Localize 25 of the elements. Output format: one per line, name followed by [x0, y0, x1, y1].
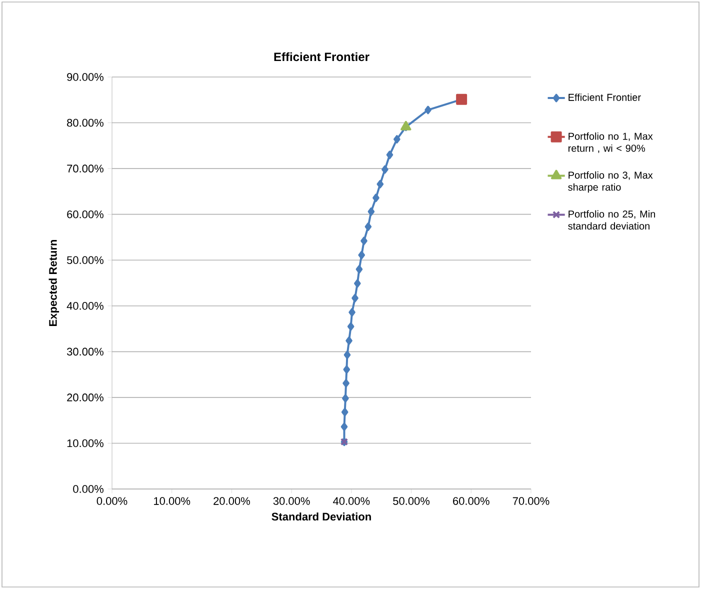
- x-tick-label: 60.00%: [453, 497, 490, 505]
- x-tick-label: 70.00%: [512, 497, 550, 505]
- legend-label: Portfolio no 3, Max sharpe ratio: [568, 171, 653, 193]
- legend-label: Efficient Frontier: [568, 94, 641, 101]
- y-tick-label: 10.00%: [67, 439, 104, 448]
- x-tick-label: 20.00%: [214, 497, 250, 505]
- y-tick-label: 80.00%: [67, 118, 104, 127]
- y-tick-label: 40.00%: [66, 302, 104, 310]
- y-tick-label: 30.00%: [66, 348, 104, 356]
- x-tick-label: 10.00%: [154, 497, 190, 505]
- legend-label: Portfolio no 25, Min standard deviation: [568, 210, 655, 230]
- x-axis-title: Standard Deviation: [272, 512, 371, 521]
- y-tick-label: 20.00%: [67, 394, 104, 402]
- x-tick-label: 50.00%: [393, 497, 430, 505]
- y-tick-label: 60.00%: [67, 210, 104, 218]
- x-tick-label: 40.00%: [333, 497, 370, 505]
- y-axis-title: Expected Return: [48, 240, 60, 326]
- legend-label: Portfolio no 1, Max return , wi < 90%: [568, 132, 653, 153]
- y-tick-label: 50.00%: [67, 256, 104, 264]
- y-tick-label: 90.00%: [67, 73, 104, 81]
- y-tick-label: 0.00%: [73, 485, 104, 493]
- y-tick-label: 70.00%: [67, 164, 104, 172]
- x-tick-label: 30.00%: [273, 497, 310, 505]
- x-tick-label: 0.00%: [96, 497, 128, 505]
- chart-title: Efficient Frontier: [274, 52, 370, 62]
